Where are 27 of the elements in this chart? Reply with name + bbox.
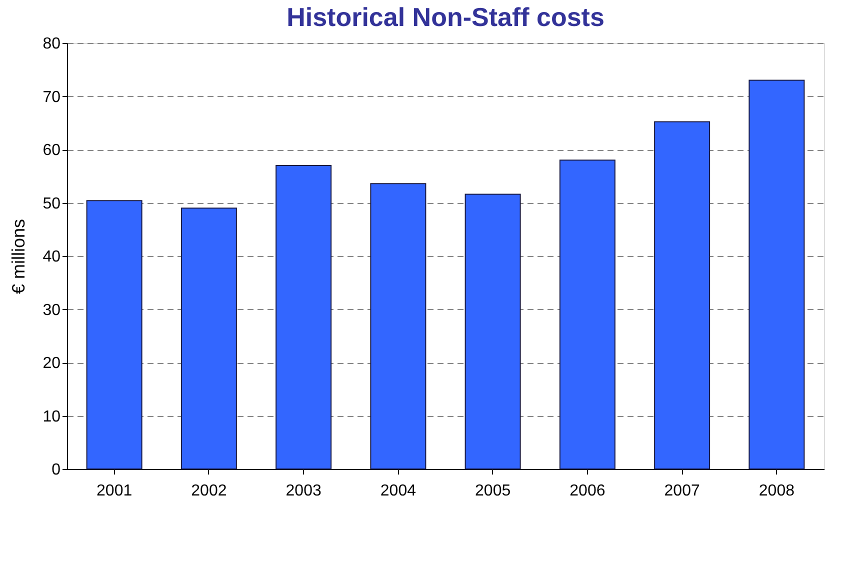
x-tick-label: 2001 bbox=[96, 482, 132, 500]
y-tick-label: 30 bbox=[42, 302, 61, 319]
y-tick-label: 50 bbox=[42, 195, 61, 212]
bar bbox=[654, 121, 710, 470]
x-tick-label: 2006 bbox=[570, 482, 606, 500]
y-axis-title: € millions bbox=[8, 218, 29, 294]
bar bbox=[559, 160, 616, 470]
bar bbox=[370, 183, 426, 470]
y-tick-label: 60 bbox=[42, 142, 61, 159]
x-tick-label: 2005 bbox=[475, 482, 511, 500]
y-tick-label: 0 bbox=[52, 462, 61, 478]
x-tick-label: 2007 bbox=[664, 482, 700, 500]
y-tick-label: 20 bbox=[42, 355, 61, 372]
x-tick-label: 2003 bbox=[286, 482, 322, 500]
y-tick-label: 80 bbox=[42, 36, 61, 52]
x-tick-label: 2002 bbox=[191, 482, 227, 500]
x-tick-label: 2008 bbox=[758, 482, 795, 500]
bar bbox=[180, 208, 237, 470]
y-tick-label: 40 bbox=[42, 248, 61, 266]
bar bbox=[748, 80, 805, 470]
chart-title: Historical Non-Staff costs bbox=[286, 2, 604, 32]
bar bbox=[86, 200, 142, 470]
y-tick-label: 10 bbox=[42, 408, 61, 426]
bar bbox=[276, 164, 332, 470]
bar bbox=[464, 194, 521, 470]
y-tick-label: 70 bbox=[42, 88, 61, 106]
x-tick-label: 2004 bbox=[380, 482, 416, 500]
